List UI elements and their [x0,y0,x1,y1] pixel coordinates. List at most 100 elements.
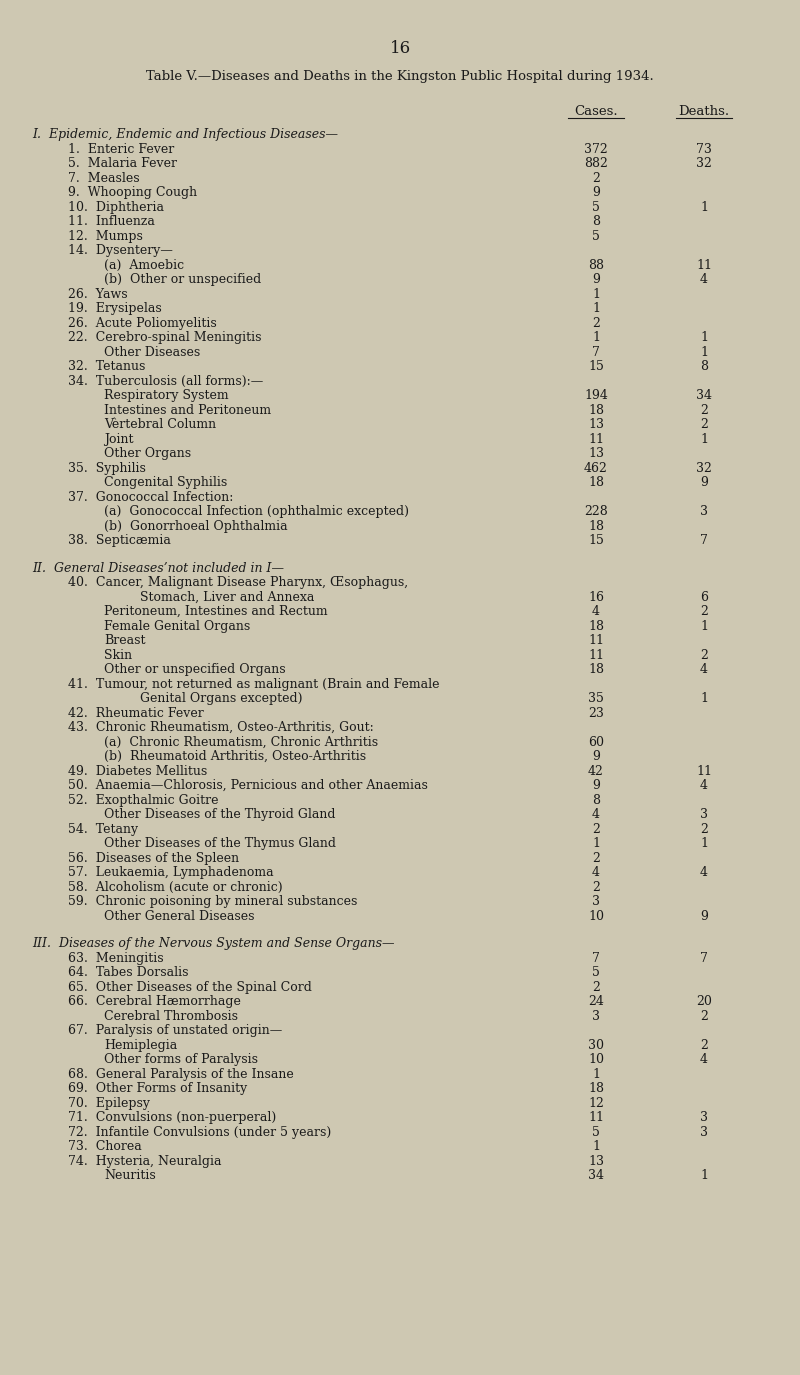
Text: 26.  Yaws: 26. Yaws [68,287,128,301]
Text: Other Diseases of the Thyroid Gland: Other Diseases of the Thyroid Gland [104,808,335,821]
Text: 5: 5 [592,967,600,979]
Text: 10: 10 [588,909,604,923]
Text: 1: 1 [700,345,708,359]
Text: Other General Diseases: Other General Diseases [104,909,254,923]
Text: 65.  Other Diseases of the Spinal Cord: 65. Other Diseases of the Spinal Cord [68,980,312,994]
Text: 2: 2 [592,822,600,836]
Text: 12.  Mumps: 12. Mumps [68,230,143,242]
Text: Hemiplegia: Hemiplegia [104,1038,178,1052]
Text: 2: 2 [700,649,708,661]
Text: Respiratory System: Respiratory System [104,389,229,401]
Text: 3: 3 [700,505,708,518]
Text: Neuritis: Neuritis [104,1169,156,1182]
Text: 15: 15 [588,360,604,373]
Text: 64.  Tabes Dorsalis: 64. Tabes Dorsalis [68,967,189,979]
Text: 8: 8 [700,360,708,373]
Text: 13: 13 [588,1155,604,1167]
Text: 5.  Malaria Fever: 5. Malaria Fever [68,157,177,170]
Text: 54.  Tetany: 54. Tetany [68,822,138,836]
Text: 4: 4 [700,1053,708,1066]
Text: 4: 4 [592,866,600,879]
Text: 16: 16 [588,590,604,604]
Text: Breast: Breast [104,634,146,648]
Text: 9: 9 [700,909,708,923]
Text: 194: 194 [584,389,608,401]
Text: 1: 1 [592,837,600,850]
Text: 23: 23 [588,707,604,719]
Text: 3: 3 [700,808,708,821]
Text: (b)  Rheumatoid Arthritis, Osteo-Arthritis: (b) Rheumatoid Arthritis, Osteo-Arthriti… [104,749,366,763]
Text: Cerebral Thrombosis: Cerebral Thrombosis [104,1009,238,1023]
Text: Genital Organs excepted): Genital Organs excepted) [140,692,302,705]
Text: 7: 7 [700,534,708,547]
Text: 5: 5 [592,1126,600,1138]
Text: Other Organs: Other Organs [104,447,191,461]
Text: 34: 34 [588,1169,604,1182]
Text: 56.  Diseases of the Spleen: 56. Diseases of the Spleen [68,851,239,865]
Text: Other Diseases: Other Diseases [104,345,200,359]
Text: 2: 2 [700,1038,708,1052]
Text: 72.  Infantile Convulsions (under 5 years): 72. Infantile Convulsions (under 5 years… [68,1126,331,1138]
Text: 2: 2 [592,172,600,184]
Text: 1: 1 [592,1140,600,1154]
Text: Congenital Syphilis: Congenital Syphilis [104,476,227,489]
Text: 63.  Meningitis: 63. Meningitis [68,951,164,965]
Text: 372: 372 [584,143,608,155]
Text: Female Genital Organs: Female Genital Organs [104,620,250,632]
Text: 14.  Dysentery—: 14. Dysentery— [68,243,173,257]
Text: 7: 7 [592,345,600,359]
Text: 73.  Chorea: 73. Chorea [68,1140,142,1154]
Text: Stomach, Liver and Annexa: Stomach, Liver and Annexa [140,590,314,604]
Text: 34: 34 [696,389,712,401]
Text: 30: 30 [588,1038,604,1052]
Text: Other forms of Paralysis: Other forms of Paralysis [104,1053,258,1066]
Text: 38.  Septicæmia: 38. Septicæmia [68,534,171,547]
Text: 1: 1 [592,1067,600,1081]
Text: 69.  Other Forms of Insanity: 69. Other Forms of Insanity [68,1082,247,1094]
Text: 59.  Chronic poisoning by mineral substances: 59. Chronic poisoning by mineral substan… [68,895,358,908]
Text: 3: 3 [592,1009,600,1023]
Text: (b)  Other or unspecified: (b) Other or unspecified [104,274,262,286]
Text: 15: 15 [588,534,604,547]
Text: 66.  Cerebral Hæmorrhage: 66. Cerebral Hæmorrhage [68,996,241,1008]
Text: 3: 3 [700,1126,708,1138]
Text: 2: 2 [700,403,708,417]
Text: 5: 5 [592,230,600,242]
Text: 2: 2 [592,316,600,330]
Text: (a)  Amoebic: (a) Amoebic [104,258,184,271]
Text: 18: 18 [588,520,604,532]
Text: 9: 9 [592,274,600,286]
Text: 24: 24 [588,996,604,1008]
Text: 1: 1 [700,433,708,446]
Text: 1: 1 [700,620,708,632]
Text: 9: 9 [700,476,708,489]
Text: 13: 13 [588,418,604,430]
Text: 18: 18 [588,476,604,489]
Text: 35.  Syphilis: 35. Syphilis [68,462,146,474]
Text: 1: 1 [592,302,600,315]
Text: 41.  Tumour, not returned as malignant (Brain and Female: 41. Tumour, not returned as malignant (B… [68,678,439,690]
Text: 22.  Cerebro-spinal Meningitis: 22. Cerebro-spinal Meningitis [68,331,262,344]
Text: 4: 4 [700,780,708,792]
Text: 882: 882 [584,157,608,170]
Text: 42: 42 [588,765,604,777]
Text: 19.  Erysipelas: 19. Erysipelas [68,302,162,315]
Text: 9: 9 [592,780,600,792]
Text: 74.  Hysteria, Neuralgia: 74. Hysteria, Neuralgia [68,1155,222,1167]
Text: 11: 11 [696,258,712,271]
Text: 1: 1 [592,287,600,301]
Text: 52.  Exopthalmic Goitre: 52. Exopthalmic Goitre [68,793,218,807]
Text: 4: 4 [700,274,708,286]
Text: Peritoneum, Intestines and Rectum: Peritoneum, Intestines and Rectum [104,605,328,617]
Text: 462: 462 [584,462,608,474]
Text: (a)  Chronic Rheumatism, Chronic Arthritis: (a) Chronic Rheumatism, Chronic Arthriti… [104,736,378,748]
Text: (b)  Gonorrhoeal Ophthalmia: (b) Gonorrhoeal Ophthalmia [104,520,288,532]
Text: 4: 4 [700,866,708,879]
Text: 8: 8 [592,793,600,807]
Text: I.  Epidemic, Endemic and Infectious Diseases—: I. Epidemic, Endemic and Infectious Dise… [32,128,338,142]
Text: II.  General Diseases’not included in I—: II. General Diseases’not included in I— [32,561,284,575]
Text: 11: 11 [588,433,604,446]
Text: 57.  Leukaemia, Lymphadenoma: 57. Leukaemia, Lymphadenoma [68,866,274,879]
Text: 8: 8 [592,214,600,228]
Text: 1: 1 [700,331,708,344]
